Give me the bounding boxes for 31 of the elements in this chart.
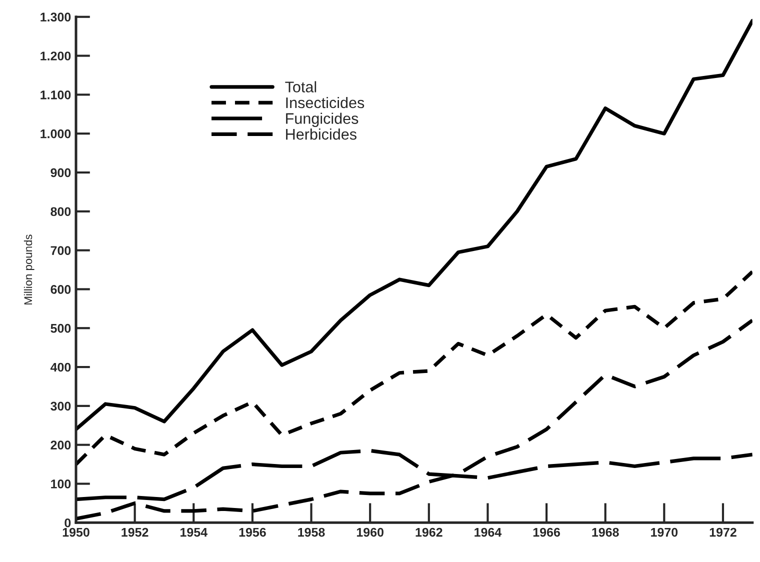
y-tick-label: 800 [50, 207, 71, 216]
x-tick-label: 1950 [62, 528, 90, 537]
x-tick-label: 1968 [592, 528, 619, 537]
x-tick-label: 1960 [356, 528, 384, 537]
x-tick-label: 1964 [474, 528, 502, 537]
y-tick-label: 400 [50, 362, 71, 372]
y-tick-label: 100 [51, 480, 71, 488]
y-tick-label: 900 [50, 168, 71, 178]
y-tick-label: 1.300 [40, 12, 71, 22]
y-tick-label: 0 [64, 518, 71, 528]
legend-label: Fungicides [286, 112, 358, 127]
y-tick-label: 1.200 [40, 52, 71, 60]
legend-label: Insecticides [286, 96, 364, 108]
x-tick-label: 1952 [122, 528, 148, 537]
y-tick-label: 600 [50, 285, 71, 294]
legend-label: Herbicides [286, 128, 356, 140]
x-tick-label: 1962 [416, 528, 442, 537]
y-tick-label: 1.000 [40, 129, 71, 138]
x-tick-label: 1970 [651, 528, 678, 537]
x-tick-label: 1966 [533, 528, 560, 537]
x-tick-label: 1972 [710, 528, 736, 537]
x-tick-label: 1956 [239, 528, 266, 537]
y-tick-label: 1.100 [40, 90, 71, 100]
legend-label: Total [285, 81, 316, 92]
y-tick-label: 500 [50, 324, 71, 333]
y-tick-label: 700 [50, 246, 71, 255]
y-axis-title: Million pounds [24, 234, 34, 304]
x-tick-label: 1958 [298, 528, 325, 537]
y-tick-label: 200 [50, 440, 71, 450]
y-tick-label: 300 [50, 402, 71, 411]
x-tick-label: 1954 [180, 528, 208, 537]
